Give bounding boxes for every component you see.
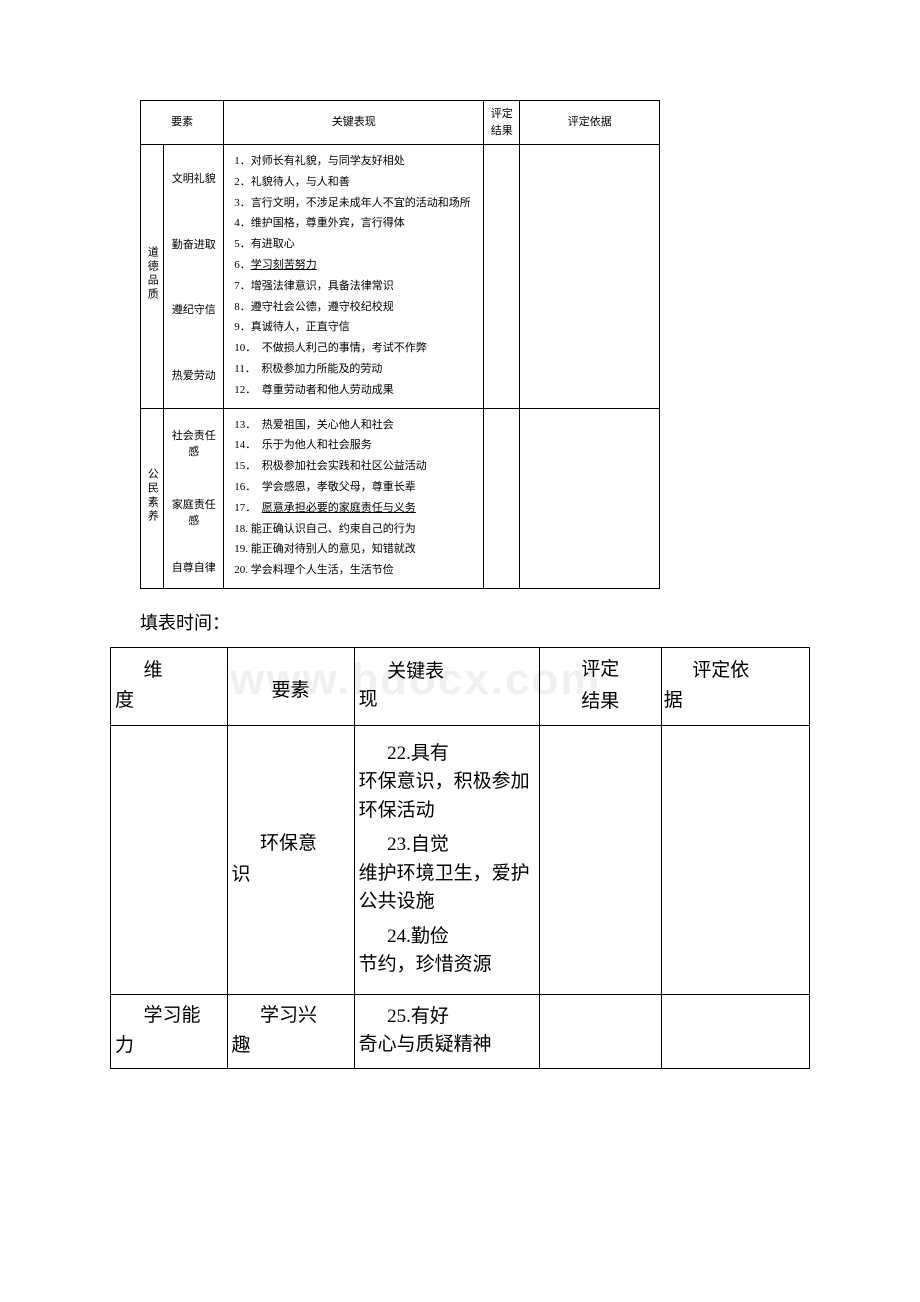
header-result: 评定结果	[539, 647, 661, 725]
result-cell	[484, 145, 520, 409]
dimension-moral-text: 道德品质	[145, 246, 159, 302]
perf-item: 11． 积极参加力所能及的劳动	[234, 360, 473, 380]
result-cell	[539, 994, 661, 1068]
table-row: 学习能力 学习兴趣 25.有好奇心与质疑精神	[111, 994, 810, 1068]
performance-interest: 25.有好奇心与质疑精神	[354, 994, 539, 1068]
perf-item: 8．遵守社会公德，遵守校纪校规	[234, 298, 473, 318]
basis-cell	[661, 725, 809, 994]
header-element: 要素	[227, 647, 354, 725]
perf-item: 15． 积极参加社会实践和社区公益活动	[234, 457, 473, 477]
fill-time-label: 填表时间：	[140, 609, 820, 635]
perf-item: 18. 能正确认识自己、约束自己的行为	[234, 520, 473, 540]
perf-item: 2．礼貌待人，与人和善	[234, 173, 473, 193]
table-row: 道德品质 文明礼貌 1．对师长有礼貌，与同学友好相处 2．礼貌待人，与人和善 3…	[141, 145, 660, 212]
evaluation-table-1: 要素 关键表现 评定结果 评定依据 道德品质 文明礼貌 1．对师长有礼貌，与同学…	[140, 100, 660, 589]
header-basis: 评定依据	[520, 101, 660, 145]
basis-cell	[520, 408, 660, 588]
dimension-moral: 道德品质	[141, 145, 164, 409]
table-row: 环保意识 22.具有环保意识，积极参加环保活动 23.自觉维护环境卫生，爱护公共…	[111, 725, 810, 994]
page-content: 要素 关键表现 评定结果 评定依据 道德品质 文明礼貌 1．对师长有礼貌，与同学…	[100, 100, 820, 1069]
table-header-row: 维度 要素 关键表现 评定结果 评定依据	[111, 647, 810, 725]
element-diligent: 勤奋进取	[164, 211, 224, 276]
header-performance: 关键表现	[354, 647, 539, 725]
dimension-cell-empty	[111, 725, 228, 994]
element-polite: 文明礼貌	[164, 145, 224, 212]
perf-item: 5．有进取心	[234, 235, 473, 255]
dimension-study: 学习能力	[111, 994, 228, 1068]
result-cell	[539, 725, 661, 994]
header-dimension: 维度	[111, 647, 228, 725]
table-header-row: 要素 关键表现 评定结果 评定依据	[141, 101, 660, 145]
perf-item: 3．言行文明，不涉足未成年人不宜的活动和场所	[234, 194, 473, 214]
performance-moral: 1．对师长有礼貌，与同学友好相处 2．礼貌待人，与人和善 3．言行文明，不涉足未…	[224, 145, 484, 409]
element-interest: 学习兴趣	[227, 994, 354, 1068]
performance-civic: 13． 热爱祖国，关心他人和社会 14． 乐于为他人和社会服务 15． 积极参加…	[224, 408, 484, 588]
dimension-civic: 公民素养	[141, 408, 164, 588]
perf-item: 13． 热爱祖国，关心他人和社会	[234, 416, 473, 436]
perf-item: 19. 能正确对待别人的意见，知错就改	[234, 540, 473, 560]
perf-item: 16． 学会感恩，孝敬父母，尊重长辈	[234, 478, 473, 498]
perf-item: 14． 乐于为他人和社会服务	[234, 436, 473, 456]
element-discipline: 遵纪守信	[164, 276, 224, 341]
header-basis: 评定依据	[661, 647, 809, 725]
basis-cell	[520, 145, 660, 409]
table-row: 公民素养 社会责任感 13． 热爱祖国，关心他人和社会 14． 乐于为他人和社会…	[141, 408, 660, 478]
header-element: 要素	[141, 101, 224, 145]
underlined-text: 学习刻苦努力	[251, 259, 317, 271]
underlined-text: 愿意承担必要的家庭责任与义务	[262, 502, 416, 514]
perf-item: 9．真诚待人，正直守信	[234, 318, 473, 338]
perf-item: 1．对师长有礼貌，与同学友好相处	[234, 152, 473, 172]
element-family: 家庭责任感	[164, 478, 224, 547]
element-environment: 环保意识	[227, 725, 354, 994]
perf-item: 7．增强法律意识，具备法律常识	[234, 277, 473, 297]
perf-item: 4．维护国格，尊重外宾，言行得体	[234, 214, 473, 234]
basis-cell	[661, 994, 809, 1068]
header-performance: 关键表现	[224, 101, 484, 145]
perf-item: 12． 尊重劳动者和他人劳动成果	[234, 381, 473, 401]
element-selfdiscipline: 自尊自律	[164, 546, 224, 588]
result-cell	[484, 408, 520, 588]
dimension-civic-text: 公民素养	[145, 468, 159, 524]
perf-item: 10． 不做损人利己的事情，考试不作弊	[234, 339, 473, 359]
perf-item: 20. 学会料理个人生活，生活节俭	[234, 561, 473, 581]
header-result: 评定结果	[484, 101, 520, 145]
evaluation-table-2: 维度 要素 关键表现 评定结果 评定依据 环保意识 22.具有环保意识，积极参加…	[110, 647, 810, 1069]
element-social: 社会责任感	[164, 408, 224, 478]
perf-item: 6．学习刻苦努力	[234, 256, 473, 276]
performance-environment: 22.具有环保意识，积极参加环保活动 23.自觉维护环境卫生，爱护公共设施 24…	[354, 725, 539, 994]
perf-item: 17． 愿意承担必要的家庭责任与义务	[234, 499, 473, 519]
element-labor: 热爱劳动	[164, 341, 224, 408]
